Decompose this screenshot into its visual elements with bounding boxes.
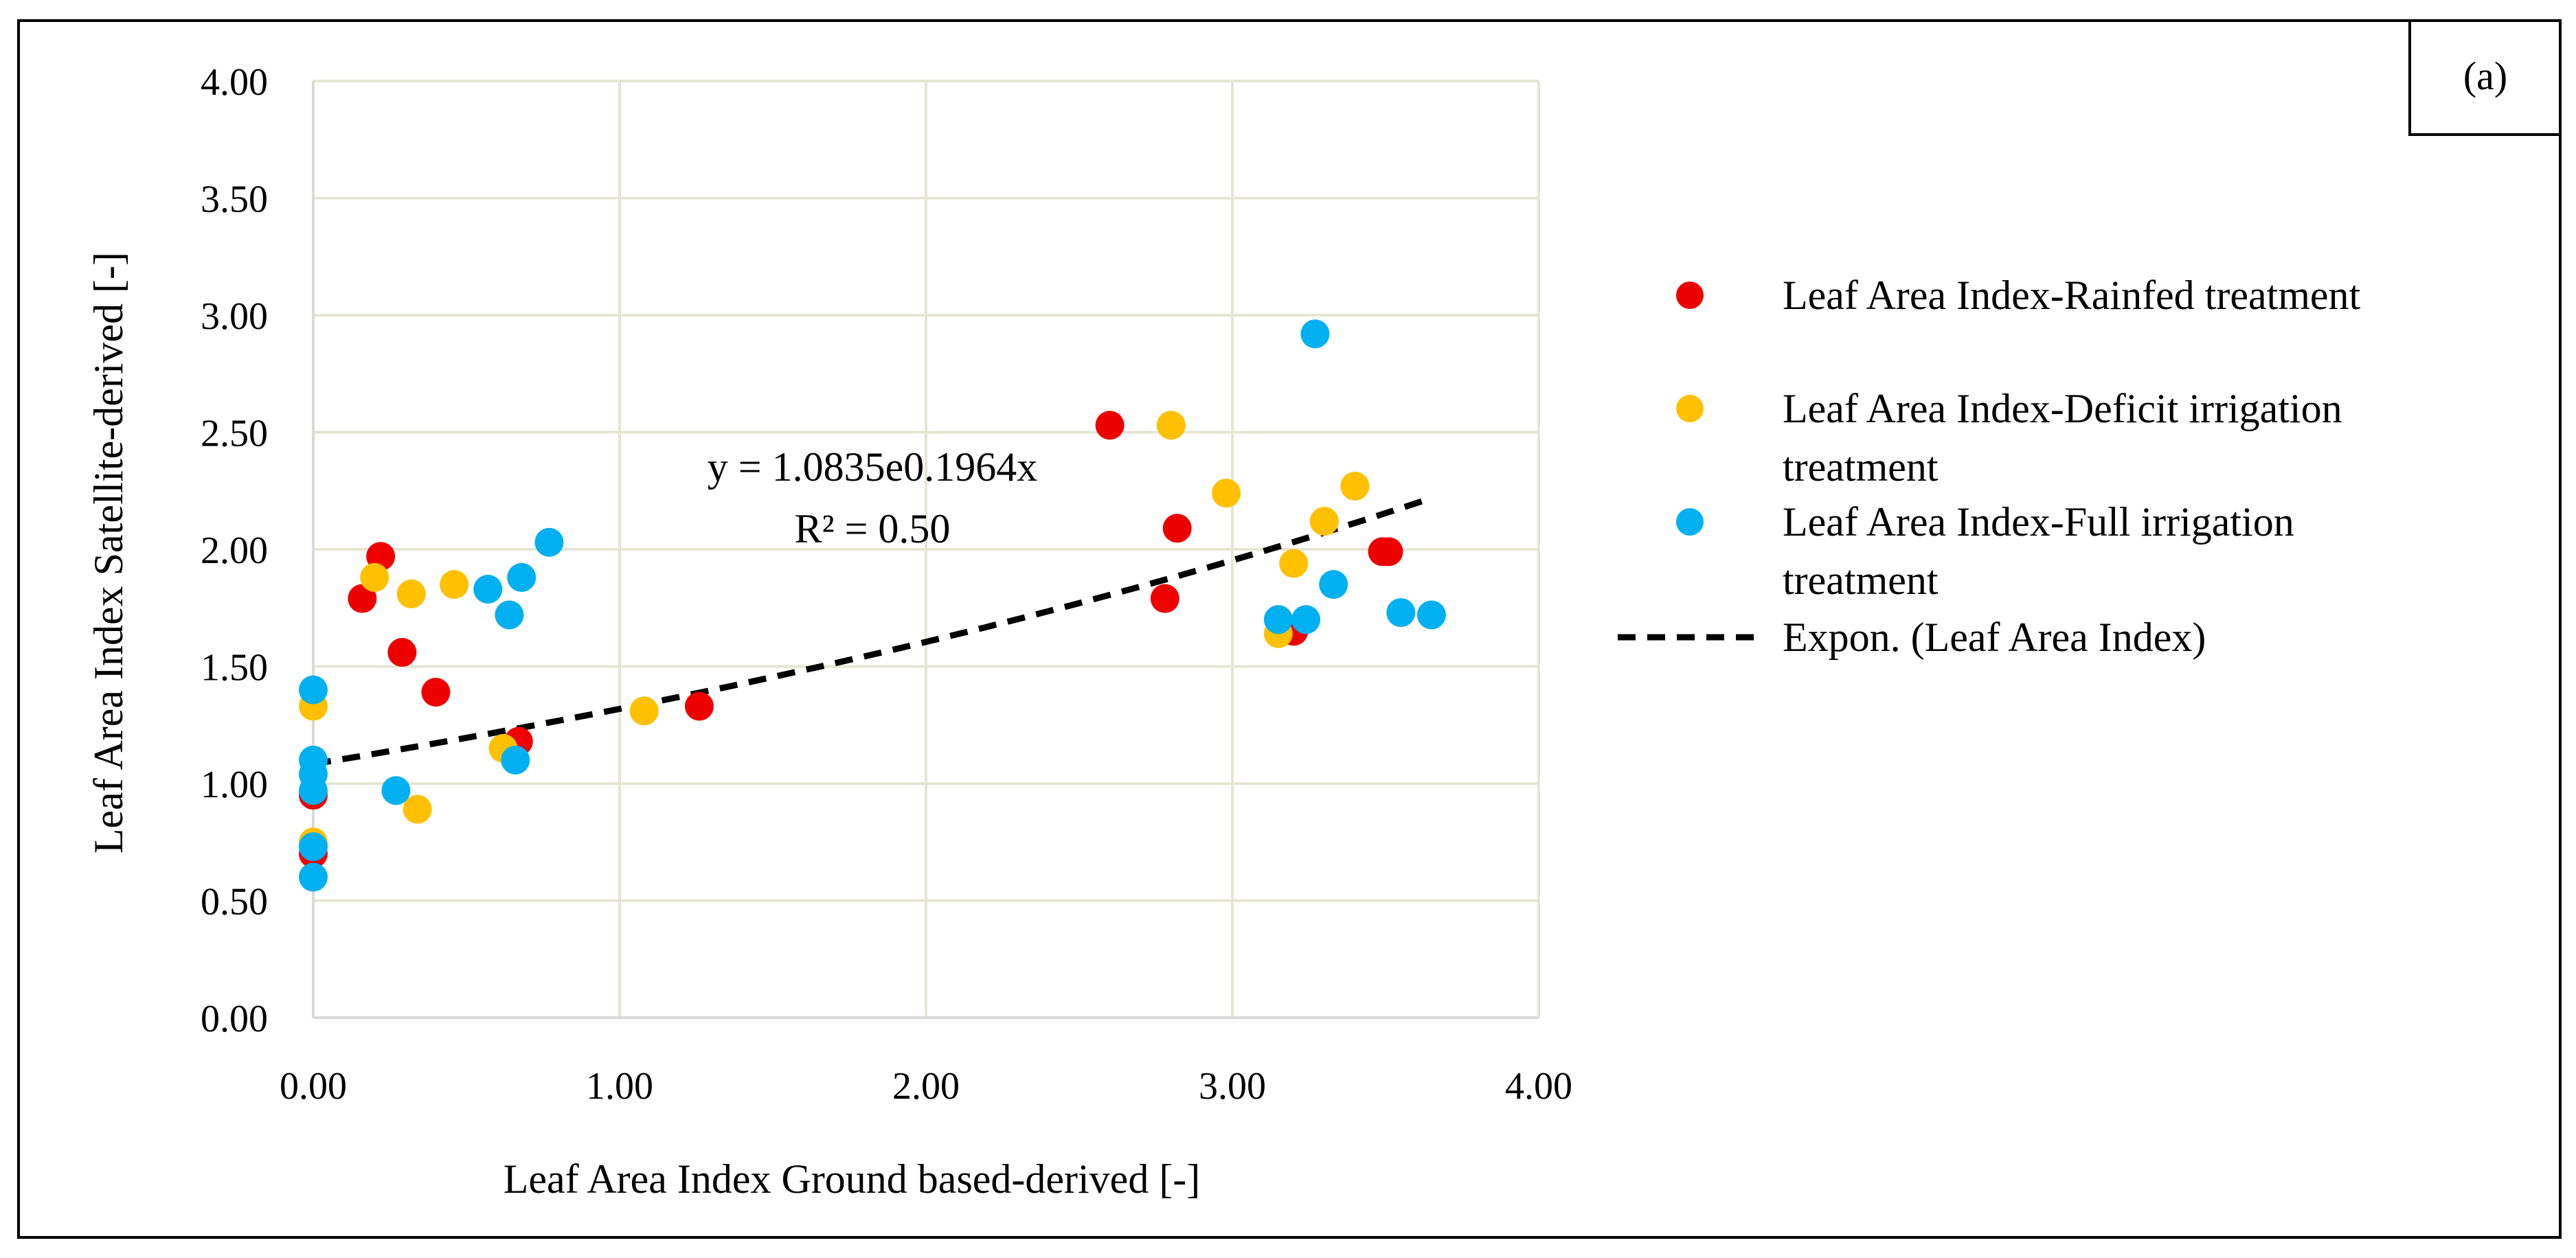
- data-point-full: [501, 745, 530, 775]
- x-tick-label: 1.00: [586, 1065, 653, 1108]
- y-axis-title: Leaf Area Index Satellite-derived [-]: [86, 252, 131, 854]
- data-point-full: [299, 832, 328, 862]
- data-point-full: [299, 675, 328, 705]
- legend-marker-rainfed: [1676, 282, 1704, 309]
- trendline-equation: y = 1.0835e0.1964x: [708, 444, 1037, 490]
- data-point-rainfed: [421, 678, 451, 707]
- legend-entry-trendline: Expon. (Leaf Area Index): [1618, 615, 2206, 660]
- data-point-full: [507, 562, 536, 592]
- data-point-rainfed: [1374, 537, 1403, 567]
- legend-entry-rainfed: Leaf Area Index-Rainfed treatment: [1676, 273, 2361, 318]
- x-axis-title: Leaf Area Index Ground based-derived [-]: [504, 1156, 1201, 1202]
- legend: Leaf Area Index-Rainfed treatment Leaf Ar…: [1618, 273, 2361, 660]
- data-point-deficit: [440, 570, 469, 599]
- legend-label: Leaf Area Index-Full irrigation treatment: [1783, 499, 2294, 603]
- data-point-full: [1263, 605, 1293, 634]
- y-tick-label: 1.00: [201, 764, 268, 806]
- data-point-full: [495, 600, 524, 630]
- data-point-full: [299, 776, 328, 805]
- data-point-rainfed: [348, 584, 377, 613]
- figure-border: [17, 19, 2562, 1239]
- legend-label: Expon. (Leaf Area Index): [1783, 615, 2206, 660]
- panel-label-box: (a): [2408, 21, 2560, 136]
- trendline-r2: R² = 0.50: [795, 506, 951, 551]
- y-tick-label: 0.50: [201, 881, 268, 924]
- panel-label: (a): [2463, 54, 2507, 98]
- series-full: [299, 319, 1446, 892]
- data-point-rainfed: [1150, 584, 1179, 613]
- trendline-exponential: [313, 495, 1433, 767]
- data-point-full: [1291, 605, 1321, 634]
- grid-lines: [313, 80, 1540, 1018]
- data-point-full: [1386, 598, 1416, 628]
- data-point-full: [1300, 319, 1330, 349]
- data-point-rainfed: [684, 691, 714, 721]
- data-point-deficit: [403, 794, 432, 824]
- y-tick-label: 0.00: [201, 998, 268, 1040]
- data-point-full: [299, 862, 328, 892]
- data-point-deficit: [360, 562, 389, 592]
- data-point-full: [381, 776, 411, 805]
- data-point-rainfed: [1162, 514, 1192, 543]
- y-tick-label: 2.00: [201, 529, 268, 572]
- data-point-deficit: [1156, 411, 1186, 440]
- legend-marker-full: [1676, 508, 1704, 536]
- legend-label: Leaf Area Index-Deficit irrigation treatm…: [1783, 386, 2342, 490]
- y-tick-label: 4.00: [201, 61, 268, 104]
- y-tick-label: 3.50: [201, 179, 268, 221]
- data-point-rainfed: [387, 638, 417, 667]
- data-point-deficit: [1340, 471, 1370, 501]
- y-tick-label: 2.50: [201, 413, 268, 455]
- trendline-annotation: y = 1.0835e0.1964x R² = 0.50: [708, 444, 1037, 551]
- scatter-points: [299, 319, 1446, 892]
- legend-entry-full: Leaf Area Index-Full irrigation treatment: [1676, 499, 2294, 603]
- x-tick-label: 2.00: [892, 1065, 960, 1108]
- data-point-full: [1416, 600, 1446, 630]
- data-point-full: [1319, 570, 1348, 599]
- legend-entry-deficit: Leaf Area Index-Deficit irrigation treatm…: [1676, 386, 2342, 490]
- x-tick-label: 4.00: [1505, 1065, 1572, 1108]
- y-tick-label: 3.00: [201, 295, 268, 338]
- data-point-rainfed: [1095, 411, 1125, 440]
- x-tick-label: 0.00: [280, 1065, 347, 1108]
- series-deficit: [299, 411, 1370, 857]
- data-point-deficit: [629, 696, 659, 726]
- data-point-deficit: [1212, 479, 1241, 508]
- legend-marker-deficit: [1676, 395, 1704, 422]
- data-point-full: [534, 527, 564, 557]
- x-tick-label: 3.00: [1199, 1065, 1266, 1108]
- y-axis-ticks: 0.00 0.50 1.00 1.50 2.00 2.50 3.00 3.50 4.00: [201, 61, 268, 1040]
- data-point-deficit: [396, 579, 426, 608]
- data-point-deficit: [1309, 507, 1339, 536]
- data-point-full: [473, 574, 503, 604]
- x-axis-ticks: 0.00 1.00 2.00 3.00 4.00: [280, 1065, 1572, 1108]
- data-point-deficit: [1279, 549, 1309, 578]
- y-tick-label: 1.50: [201, 647, 268, 689]
- legend-label: Leaf Area Index-Rainfed treatment: [1783, 273, 2361, 318]
